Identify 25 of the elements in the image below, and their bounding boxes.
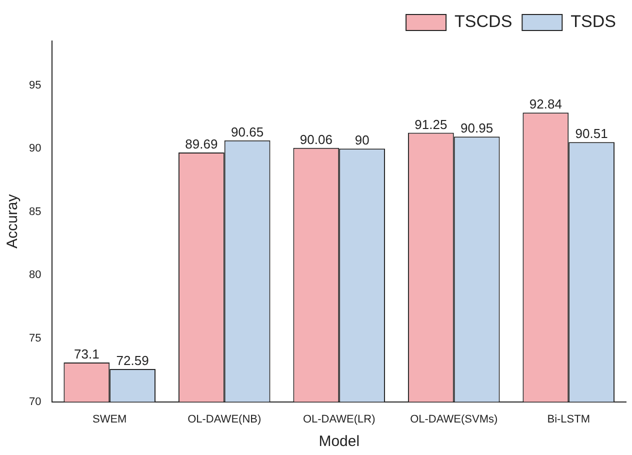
data-label: 90 — [354, 132, 370, 148]
y-axis-title: Accuray — [4, 194, 22, 248]
x-axis-title: Model — [318, 433, 360, 450]
y-tick-label: 80 — [28, 269, 42, 282]
legend-label: TSCDS — [454, 12, 512, 32]
x-tick-label: SWEM — [92, 413, 127, 426]
y-tick-label: 85 — [28, 206, 42, 218]
data-label: 90.06 — [300, 132, 332, 147]
legend-label: TSDS — [570, 12, 616, 32]
x-tick-label: OL-DAWE(NB) — [188, 413, 262, 426]
x-tick-label: Bi-LSTM — [547, 413, 590, 426]
data-label: 92.84 — [529, 96, 562, 112]
data-label: 72.59 — [116, 353, 149, 368]
data-label: 90.51 — [575, 126, 608, 142]
data-label: 90.65 — [231, 124, 264, 140]
y-tick-label: 75 — [28, 332, 42, 345]
y-tick-label: 95 — [28, 79, 42, 92]
x-tick-label: OL-DAWE(SVMs) — [410, 413, 498, 426]
data-label: 91.25 — [414, 116, 448, 132]
data-label: 73.1 — [74, 346, 100, 362]
y-tick-label: 90 — [28, 142, 42, 155]
x-tick-label: OL-DAWE(LR) — [302, 413, 376, 426]
data-label: 89.69 — [185, 136, 218, 152]
data-label: 90.95 — [460, 120, 494, 136]
y-tick-label: 70 — [28, 396, 42, 408]
